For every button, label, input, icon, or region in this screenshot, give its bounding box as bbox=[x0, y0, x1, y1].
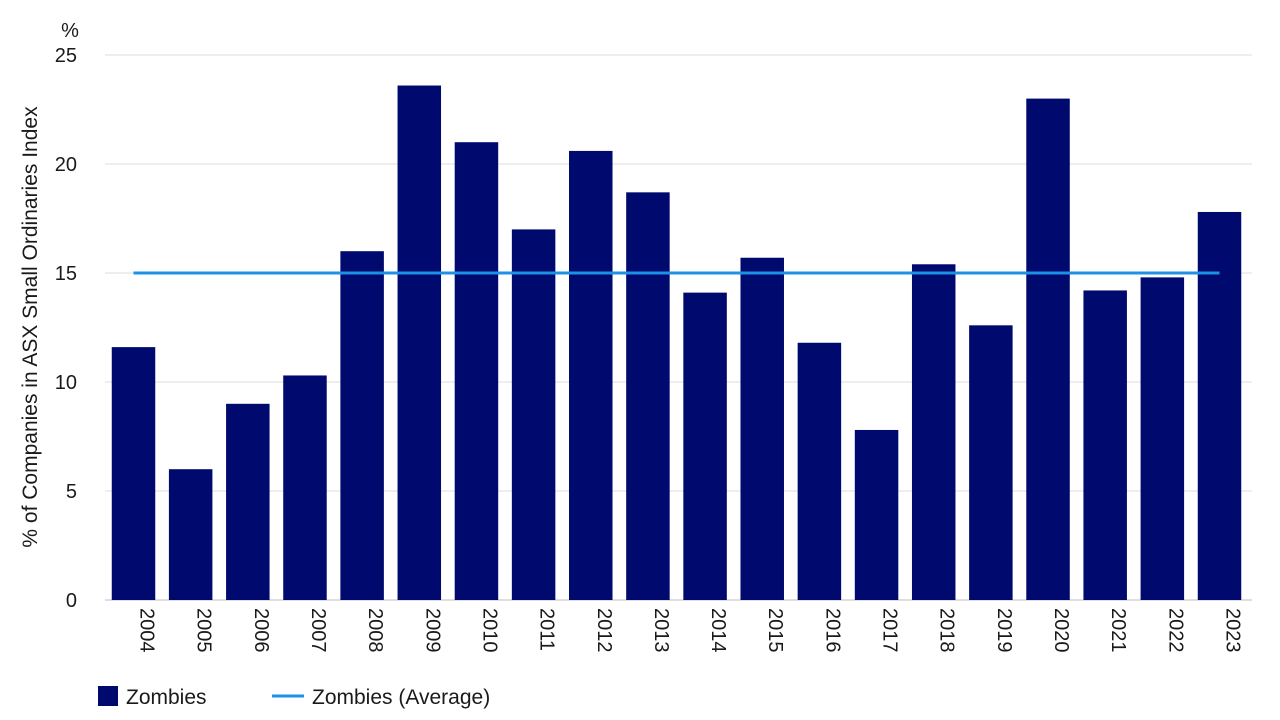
x-tick-label: 2013 bbox=[650, 608, 672, 653]
x-tick-label: 2023 bbox=[1222, 608, 1244, 653]
bar-2015 bbox=[740, 257, 784, 600]
bars bbox=[111, 85, 1242, 601]
x-tick-label: 2006 bbox=[250, 608, 272, 653]
x-tick-label: 2009 bbox=[421, 608, 443, 653]
bar-2007 bbox=[283, 375, 327, 600]
bar-2014 bbox=[683, 292, 727, 600]
x-tick-label: 2014 bbox=[707, 608, 729, 653]
x-tick-label: 2005 bbox=[193, 608, 215, 653]
bar-2019 bbox=[969, 325, 1013, 600]
bar-2022 bbox=[1140, 277, 1185, 600]
x-tick-label: 2011 bbox=[536, 608, 558, 651]
legend: Zombies Zombies (Average) bbox=[98, 686, 490, 709]
x-tick-label: 2008 bbox=[364, 608, 386, 653]
bar-2009 bbox=[397, 85, 442, 600]
y-tick-label: 0 bbox=[66, 590, 77, 612]
x-tick-label: 2022 bbox=[1164, 608, 1186, 653]
bar-2016 bbox=[797, 342, 842, 600]
x-tick-label: 2012 bbox=[593, 608, 615, 653]
y-axis-ticks: 0 5 10 15 20 25 bbox=[55, 45, 77, 612]
y-tick-label: 10 bbox=[55, 372, 77, 394]
x-tick-label: 2007 bbox=[307, 608, 329, 653]
x-tick-label: 2018 bbox=[936, 608, 958, 653]
x-tick-label: 2015 bbox=[764, 608, 786, 653]
bar-2006 bbox=[226, 403, 270, 600]
y-tick-label: 15 bbox=[55, 263, 77, 285]
y-tick-label: 25 bbox=[55, 45, 77, 67]
bar-2020 bbox=[1026, 98, 1070, 600]
bar-2023 bbox=[1197, 211, 1242, 600]
bar-2010 bbox=[454, 142, 499, 600]
legend-label-zombies: Zombies bbox=[126, 686, 207, 709]
x-tick-label: 2021 bbox=[1107, 608, 1129, 653]
bar-2011 bbox=[511, 229, 556, 600]
bar-2017 bbox=[854, 429, 899, 600]
legend-swatch-zombies bbox=[98, 686, 118, 706]
bar-2004 bbox=[111, 347, 156, 600]
y-unit-label: % bbox=[61, 20, 79, 42]
y-tick-label: 5 bbox=[66, 481, 77, 503]
x-tick-label: 2020 bbox=[1050, 608, 1072, 653]
gridlines bbox=[105, 54, 1252, 601]
x-tick-label: 2010 bbox=[478, 608, 500, 653]
x-tick-label: 2019 bbox=[993, 608, 1015, 653]
bar-2012 bbox=[569, 150, 613, 601]
x-axis-ticks: 2004 2005 2006 2007 2008 2009 2010 2011 2012 2013… bbox=[136, 608, 1244, 653]
x-tick-label: 2017 bbox=[879, 608, 901, 653]
bar-2008 bbox=[340, 251, 384, 600]
y-axis-title: % of Companies in ASX Small Ordinaries I… bbox=[19, 106, 42, 548]
bar-2013 bbox=[626, 192, 670, 600]
legend-label-average: Zombies (Average) bbox=[312, 686, 490, 709]
y-tick-label: 20 bbox=[55, 154, 77, 176]
bar-2021 bbox=[1083, 290, 1127, 600]
x-tick-label: 2016 bbox=[821, 608, 843, 653]
bar-2018 bbox=[911, 264, 956, 600]
bar-2005 bbox=[168, 469, 213, 600]
x-tick-label: 2004 bbox=[136, 608, 158, 653]
